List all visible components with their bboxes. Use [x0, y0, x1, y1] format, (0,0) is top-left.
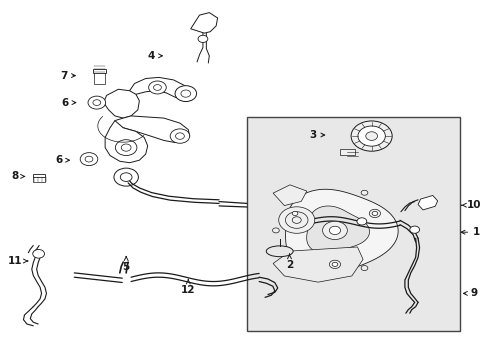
Text: 6: 6 [61, 98, 76, 108]
Text: 8: 8 [11, 171, 24, 181]
Ellipse shape [265, 246, 292, 257]
Circle shape [409, 226, 419, 233]
Text: 10: 10 [461, 200, 481, 210]
Circle shape [292, 211, 297, 216]
Text: 11: 11 [7, 256, 28, 266]
Text: 4: 4 [147, 51, 162, 61]
Circle shape [331, 262, 337, 266]
Polygon shape [306, 206, 369, 254]
Text: 2: 2 [285, 254, 292, 270]
Circle shape [181, 90, 190, 97]
Circle shape [350, 121, 391, 151]
Circle shape [88, 96, 105, 109]
Circle shape [285, 212, 307, 228]
Circle shape [272, 228, 279, 233]
Polygon shape [285, 189, 397, 274]
Circle shape [148, 81, 166, 94]
Circle shape [329, 260, 340, 269]
Circle shape [322, 221, 346, 239]
Circle shape [371, 211, 377, 216]
Circle shape [289, 209, 300, 217]
Circle shape [170, 129, 189, 143]
Text: 5: 5 [122, 256, 129, 272]
Polygon shape [115, 116, 189, 143]
Circle shape [329, 226, 340, 235]
Circle shape [368, 209, 380, 217]
Text: 7: 7 [60, 71, 75, 81]
Circle shape [198, 35, 207, 42]
Circle shape [360, 190, 367, 195]
Circle shape [33, 249, 44, 258]
Circle shape [365, 132, 377, 140]
Polygon shape [94, 73, 104, 84]
Polygon shape [93, 69, 105, 73]
Circle shape [114, 168, 138, 186]
Bar [246, 117, 459, 331]
Circle shape [278, 207, 314, 233]
Circle shape [175, 86, 196, 102]
Text: 9: 9 [463, 288, 477, 298]
Polygon shape [33, 177, 45, 182]
Polygon shape [105, 121, 147, 163]
Circle shape [120, 173, 132, 181]
Polygon shape [339, 149, 354, 155]
Text: 3: 3 [309, 130, 324, 140]
Polygon shape [129, 77, 190, 99]
Polygon shape [103, 89, 139, 118]
Circle shape [121, 144, 131, 151]
Polygon shape [272, 247, 362, 282]
Polygon shape [190, 13, 217, 33]
Text: 12: 12 [181, 279, 195, 295]
Circle shape [356, 218, 366, 225]
Circle shape [357, 126, 385, 146]
Polygon shape [33, 174, 45, 177]
Circle shape [85, 156, 93, 162]
Circle shape [360, 266, 367, 270]
Circle shape [292, 217, 301, 223]
Circle shape [175, 133, 184, 139]
Polygon shape [417, 195, 437, 210]
Polygon shape [272, 185, 306, 206]
Circle shape [80, 153, 98, 166]
Circle shape [115, 140, 137, 156]
Circle shape [93, 100, 101, 105]
Text: 6: 6 [55, 155, 69, 165]
Circle shape [153, 85, 161, 90]
Text: 1: 1 [460, 227, 479, 237]
